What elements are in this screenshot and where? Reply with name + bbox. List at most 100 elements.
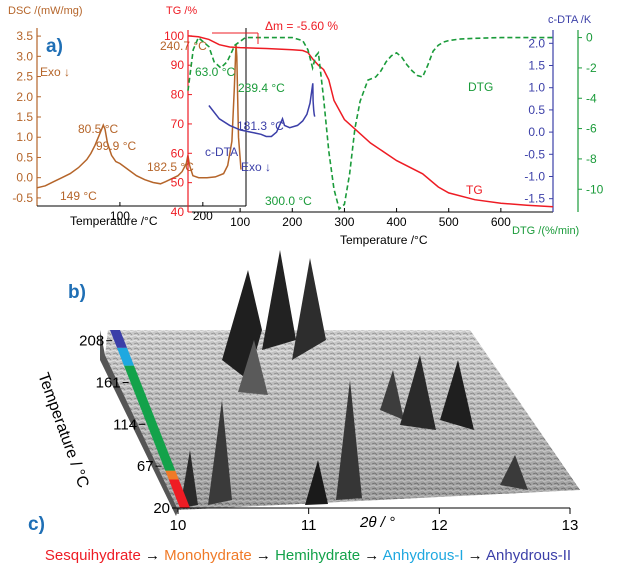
cdta-y-tick-label: -0.5 [524, 147, 545, 161]
dsc-series-line [36, 44, 242, 189]
xrd-surface-plot: b) 208 161 114 67 20 10 11 12 13 Temperature / … [34, 250, 580, 534]
dsc-x-tick-label: 100 [110, 209, 130, 223]
tga-annotation-dtg: DTG [468, 80, 493, 94]
surface-peak [336, 380, 362, 500]
surface-y-tick-label: 114 [113, 416, 137, 433]
tga-annotation-181: 181.3 °C [237, 119, 284, 133]
surface-x-tick-label: 13 [562, 517, 579, 534]
dsc-chart: DSC /(mW/mg) 3.5 3.0 2.5 2.0 1.5 1.0 0.5 0.0 -0.… [8, 5, 247, 228]
cdta-y-tick-label: -1.5 [524, 192, 545, 206]
phase-color-bar [110, 330, 190, 508]
dsc-annotation-99: 99.9 °C [96, 139, 136, 153]
surface-peak [262, 250, 296, 350]
tga-x-tick-label: 200 [282, 215, 302, 229]
surface-peak [400, 355, 436, 430]
surface-peak [208, 400, 232, 505]
tg-y-tick-label: 80 [171, 88, 185, 102]
tga-annotation-300: 300.0 °C [265, 194, 312, 208]
tga-x-tick-label: 500 [439, 215, 459, 229]
dtg-y-tick-label: -10 [586, 182, 604, 196]
dtg-ylabel: DTG /(%/min) [512, 225, 579, 237]
dsc-x-tick-label: 200 [193, 209, 213, 223]
cdta-y-tick-label: -1.0 [524, 169, 545, 183]
tga-x-ticks: 100 200 300 400 500 600 [230, 208, 511, 229]
surface-peak [500, 455, 528, 490]
surface-x-tick-label: 12 [431, 517, 448, 534]
tg-y-tick-label: 100 [164, 29, 184, 43]
cdta-y-ticks: 2.0 1.5 1.0 0.5 0.0 -0.5 -1.0 -1.5 [524, 36, 553, 206]
surface-y-tick-label: 20 [153, 500, 170, 517]
phase-band-anhydrous-i [117, 347, 134, 366]
surface-front-edge [100, 330, 178, 516]
cdta-y-tick-label: 2.0 [528, 36, 545, 50]
dtg-series-line [187, 36, 553, 211]
dsc-xlabel: Temperature /°C [70, 214, 158, 228]
tga-annotation-63: 63.0 °C [195, 65, 235, 79]
phase-label-anhydrous-i: Anhydrous-I [383, 547, 464, 564]
phase-label-anhydrous-ii: Anhydrous-II [486, 547, 571, 564]
dsc-y-tick-label: -0.5 [12, 191, 33, 205]
dsc-annotation-182: 182.5 °C [147, 160, 194, 174]
surface-x-ticks: 10 11 12 13 [170, 507, 579, 534]
surface-peak [292, 258, 326, 360]
surface-peak [180, 450, 198, 508]
phase-band-sesquihydrate [168, 479, 190, 508]
tga-annotation-cdta: c-DTA [205, 145, 238, 159]
phase-label-sesquihydrate: Sesquihydrate [45, 547, 141, 564]
phase-label-hemihydrate: Hemihydrate [275, 547, 360, 564]
surface-y-ticks: 208 161 114 67 20 [79, 333, 178, 517]
cdta-ylabel: c-DTA /K [548, 14, 592, 26]
dtg-y-ticks: 0 -2 -4 -6 -8 -10 [578, 31, 604, 196]
dsc-y-tick-label: 3.5 [16, 29, 33, 43]
phase-sequence-text: Sesquihydrate → Monohydrate → Hemihydrat… [45, 547, 571, 564]
tg-y-ticks: 100 90 80 70 60 50 40 [164, 29, 192, 219]
dsc-annotation-149: 149 °C [60, 189, 97, 203]
dsc-y-tick-label: 2.0 [16, 90, 33, 104]
panel-c-label: c) [28, 514, 45, 535]
tga-annotation-exo: Exo ↓ [241, 160, 271, 174]
surface-x-tick-label: 11 [301, 517, 317, 534]
dsc-y-tick-label: 0.5 [16, 150, 33, 164]
surface-x-tick-label: 10 [170, 517, 187, 534]
panel-b-label: b) [68, 282, 86, 303]
dsc-y-ticks: 3.5 3.0 2.5 2.0 1.5 1.0 0.5 0.0 -0.5 [12, 29, 41, 205]
tga-xlabel: Temperature /°C [340, 233, 428, 247]
phase-sequence-legend: Sesquihydrate → Monohydrate → Hemihydrat… [45, 547, 571, 564]
phase-band-hemihydrate [124, 365, 176, 471]
tg-series-line [187, 35, 554, 208]
dsc-y-tick-label: 0.0 [16, 171, 33, 185]
surface-ylabel: Temperature / °C [34, 371, 91, 491]
dtg-y-tick-label: -6 [586, 122, 597, 136]
dtg-y-tick-label: -8 [586, 152, 597, 166]
sequence-arrow: → [464, 547, 487, 564]
tga-chart: TG /% c-DTA /K DTG /(%/min) 100 90 80 70 60 5… [164, 5, 604, 247]
panel-a-label: a) [46, 36, 63, 57]
cdta-y-tick-label: 1.5 [528, 59, 545, 73]
sequence-arrow: → [141, 547, 164, 564]
mass-loss-bracket [212, 32, 259, 44]
sequence-arrow: → [252, 547, 275, 564]
tg-y-tick-label: 50 [171, 176, 185, 190]
surface-y-tick-label: 208 [79, 333, 104, 350]
tga-annotation-mass-loss: Δm = -5.60 % [265, 19, 338, 33]
cdta-series-line [208, 83, 316, 138]
surface-y-tick-label: 67 [137, 458, 154, 475]
tg-y-tick-label: 40 [171, 205, 185, 219]
surface-peak [238, 340, 268, 395]
tga-annotation-239: 239.4 °C [238, 81, 285, 95]
dtg-y-tick-label: -4 [586, 91, 597, 105]
dsc-y-tick-label: 1.5 [16, 110, 33, 124]
dsc-y-tick-label: 1.0 [16, 130, 33, 144]
tg-y-tick-label: 70 [171, 117, 185, 131]
tg-y-tick-label: 60 [171, 146, 185, 160]
tga-x-tick-label: 400 [387, 215, 407, 229]
tga-annotation-tg: TG [466, 183, 483, 197]
tga-x-tick-label: 100 [230, 215, 250, 229]
surface-y-tick-label: 161 [96, 375, 121, 392]
dsc-y-tick-label: 3.0 [16, 49, 33, 63]
surface-peak [440, 360, 474, 430]
surface-peak [305, 460, 328, 505]
cdta-y-tick-label: 1.0 [528, 81, 545, 95]
phase-band-monohydrate [165, 470, 179, 480]
